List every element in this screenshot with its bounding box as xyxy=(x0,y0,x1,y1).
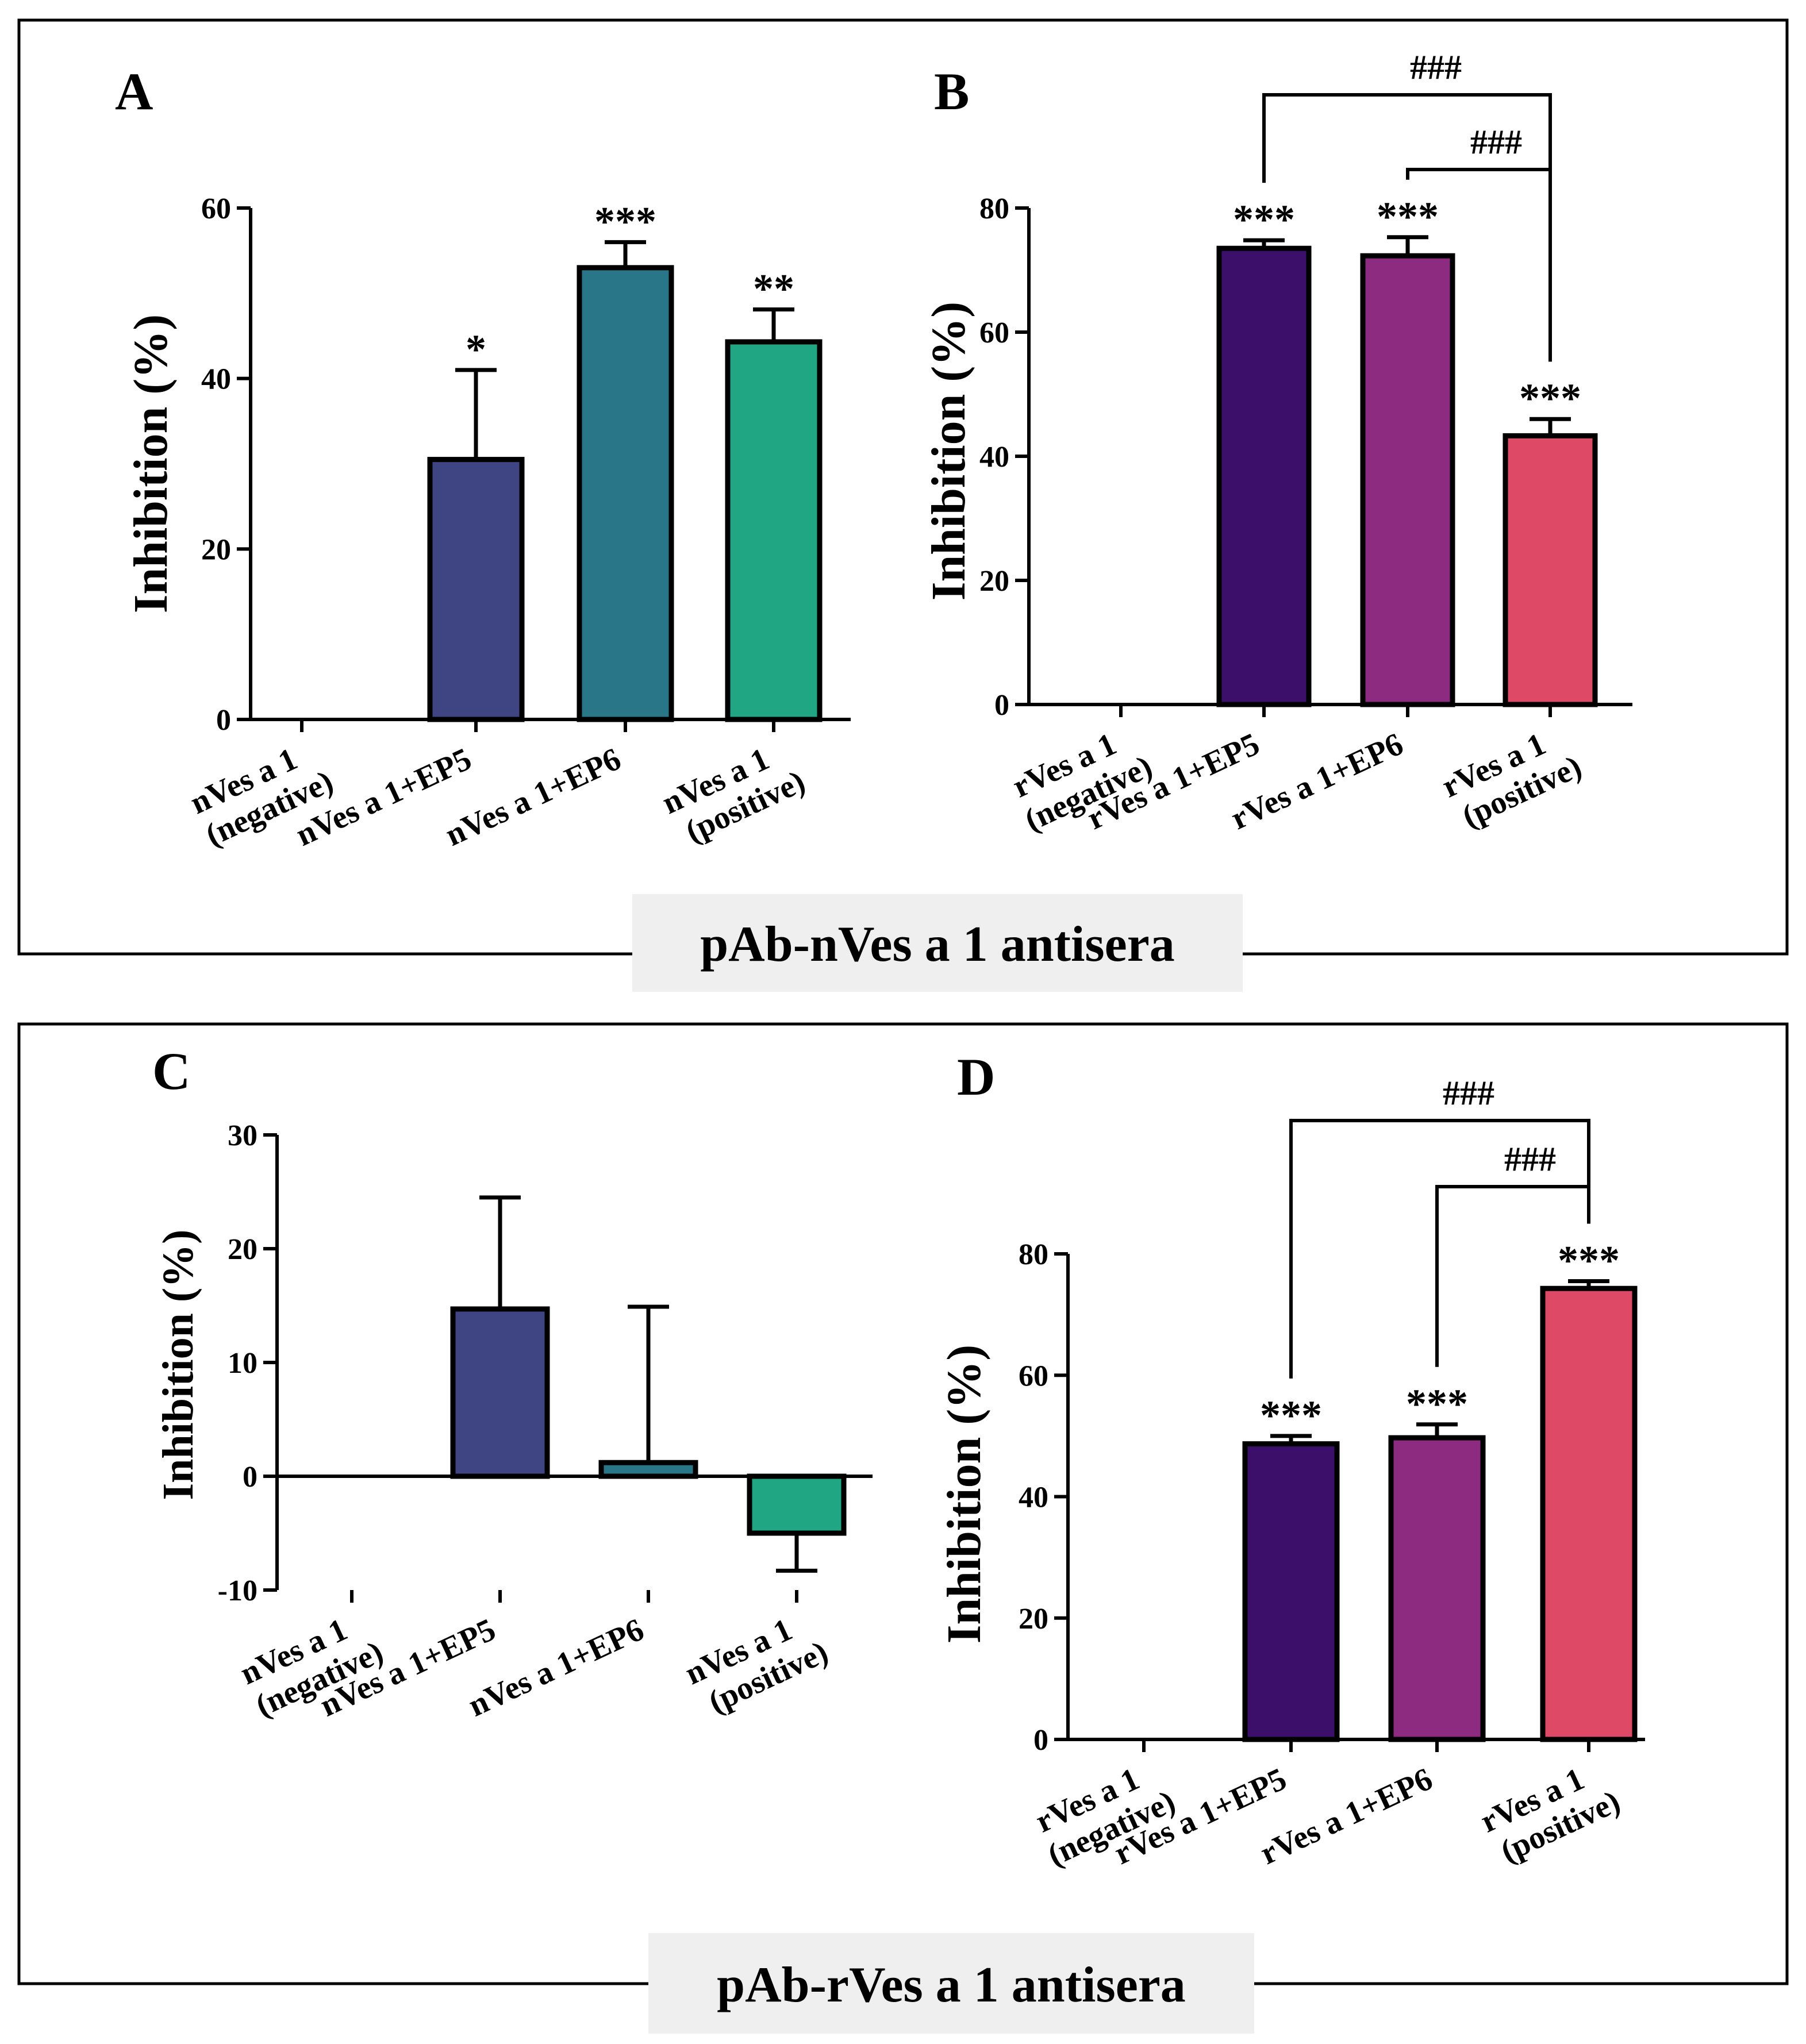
y-tick-label: 40 xyxy=(1019,1481,1048,1514)
significance-marker: ** xyxy=(753,266,794,312)
comparison-bracket xyxy=(1435,1185,1590,1367)
x-tick-label: nVes a 1(positive) xyxy=(657,732,810,854)
y-axis-label: Inhibition (%) xyxy=(922,302,975,601)
y-tick-label: 60 xyxy=(201,193,231,225)
y-axis-label: Inhibition (%) xyxy=(154,1230,202,1500)
y-tick-label: 30 xyxy=(228,1119,258,1152)
significance-marker: *** xyxy=(1233,197,1295,242)
significance-marker: *** xyxy=(1558,1238,1620,1284)
y-tick-label: 0 xyxy=(1033,1724,1048,1757)
bar xyxy=(1503,433,1598,707)
significance-marker: *** xyxy=(1260,1392,1322,1438)
caption-box-bottom xyxy=(648,1933,1254,2034)
bar xyxy=(1360,253,1455,707)
y-tick-label: 40 xyxy=(201,363,231,396)
x-tick-label: rVes a 1(negative) xyxy=(1004,717,1158,838)
y-tick-label: 80 xyxy=(1019,1238,1048,1271)
y-tick-label: 20 xyxy=(1019,1603,1048,1635)
bar xyxy=(1540,1285,1638,1742)
bar xyxy=(747,1473,847,1536)
y-axis-label: Inhibition (%) xyxy=(124,314,178,614)
significance-marker: *** xyxy=(1519,375,1581,421)
panel-letter: A xyxy=(115,62,153,121)
caption-bottom: pAb-rVes a 1 antisera xyxy=(717,1957,1186,2013)
bar xyxy=(1216,245,1312,707)
x-tick-label: nVes a 1(positive) xyxy=(680,1602,833,1724)
y-tick-label: 0 xyxy=(994,689,1009,722)
y-tick-label: 10 xyxy=(228,1347,258,1380)
significance-marker: *** xyxy=(594,198,656,244)
y-tick-label: 60 xyxy=(1019,1360,1048,1392)
bar xyxy=(450,1306,550,1479)
y-tick-label: 0 xyxy=(243,1461,258,1493)
y-tick-label: 60 xyxy=(979,317,1009,349)
y-tick-label: 40 xyxy=(979,441,1009,474)
caption-top: pAb-nVes a 1 antisera xyxy=(700,917,1175,972)
comparison-label: ### xyxy=(1443,1074,1494,1112)
bar xyxy=(577,265,674,722)
bar xyxy=(427,457,525,722)
comparison-label: ### xyxy=(1470,123,1522,161)
significance-marker: *** xyxy=(1406,1381,1468,1427)
caption-box-top xyxy=(632,894,1243,992)
y-tick-label: 80 xyxy=(979,193,1009,225)
panel-letter: C xyxy=(152,1042,190,1100)
y-tick-label: 20 xyxy=(979,565,1009,598)
panel-letter: D xyxy=(957,1048,995,1106)
y-axis-label: Inhibition (%) xyxy=(937,1345,991,1644)
bar xyxy=(725,339,823,722)
comparison-label: ### xyxy=(1410,48,1462,86)
x-tick-label: rVes a 1(positive) xyxy=(1436,717,1587,837)
comparison-bracket xyxy=(1406,168,1552,362)
significance-marker: * xyxy=(466,326,486,372)
significance-marker: *** xyxy=(1377,194,1439,240)
y-tick-label: 20 xyxy=(201,533,231,566)
x-tick-label: rVes a 1(positive) xyxy=(1475,1752,1626,1872)
panel-letter: B xyxy=(934,62,969,121)
y-tick-label: 20 xyxy=(228,1233,258,1266)
comparison-bracket xyxy=(1289,1119,1590,1379)
y-tick-label: 0 xyxy=(216,704,231,737)
comparison-label: ### xyxy=(1504,1140,1556,1178)
bar xyxy=(1388,1435,1486,1742)
panel-b-chart: B 0 20 40 60 80 Inhibition (%) rVes a 1(negativ… xyxy=(922,48,1632,838)
bar xyxy=(1242,1441,1340,1742)
bar xyxy=(598,1460,698,1479)
y-tick-label: -10 xyxy=(218,1575,258,1607)
